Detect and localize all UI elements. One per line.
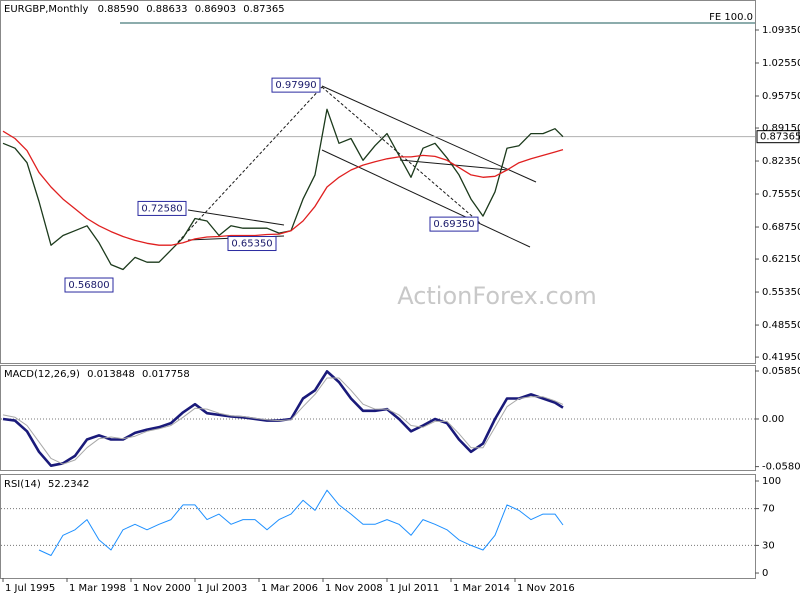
macd-value: 0.013848	[87, 369, 135, 380]
price-annotation-box	[227, 236, 277, 252]
rsi-value: 52.2342	[48, 479, 89, 490]
series-line	[38, 489, 564, 556]
current-price-label: 0.87365	[760, 132, 800, 143]
macd-pane	[0, 365, 756, 471]
fe-label: FE 100.0	[709, 12, 753, 23]
x-tick-label: 1 Mar 2006	[261, 583, 318, 594]
y-tick-label: 0.48550	[762, 320, 800, 331]
y-tick-label: 0.82350	[762, 156, 800, 167]
x-tick-label: 1 Nov 2016	[517, 583, 575, 594]
y-tick-label: 0.75550	[762, 189, 800, 200]
watermark: ActionForex.com	[397, 282, 597, 310]
series-line	[2, 130, 564, 246]
y-tick-label: 70	[762, 504, 775, 515]
x-tick-label: 1 Jul 2003	[197, 583, 247, 594]
triangle-upper	[187, 209, 285, 226]
y-tick-label: 0.89150	[762, 123, 800, 134]
price-annotation: 0.72580	[141, 203, 182, 214]
y-tick-label: 1.02550	[762, 58, 800, 69]
series-line	[2, 377, 564, 465]
price-annotation-box	[64, 277, 114, 293]
open: 0.88590	[98, 4, 139, 15]
price-annotation: 0.69350	[433, 219, 474, 230]
macd-header: MACD(12,26,9) 0.013848 0.017758	[4, 369, 190, 380]
y-tick-label: 1.09350	[762, 25, 800, 36]
high: 0.88633	[146, 4, 187, 15]
price-annotation-box	[429, 216, 479, 232]
close: 0.87365	[243, 4, 284, 15]
channel-upper	[321, 85, 537, 183]
y-tick-label: 30	[762, 540, 775, 551]
y-tick-label: 0.55350	[762, 287, 800, 298]
x-tick-label: 1 Mar 2014	[453, 583, 510, 594]
x-tick-label: 1 Jul 2011	[389, 583, 439, 594]
projection-up	[177, 86, 323, 243]
rsi-header: RSI(14) 52.2342	[4, 479, 89, 490]
y-tick-label: 100	[762, 476, 781, 487]
x-tick-label: 1 Mar 1998	[69, 583, 126, 594]
low: 0.86903	[195, 4, 236, 15]
y-tick-label: -0.058054	[762, 462, 800, 473]
y-tick-label: 0.62150	[762, 254, 800, 265]
y-tick-label: 0.95750	[762, 91, 800, 102]
signal-value: 0.017758	[142, 369, 190, 380]
y-tick-label: 0.00	[762, 414, 784, 425]
rsi-pane	[0, 474, 756, 579]
price-annotation: 0.97990	[275, 80, 316, 91]
symbol: EURGBP,Monthly	[4, 4, 89, 15]
y-tick-label: 0.058502	[762, 366, 800, 377]
channel-lower	[321, 149, 531, 248]
current-price-box	[756, 130, 800, 144]
y-tick-label: 0.41950	[762, 352, 800, 363]
y-tick-label: 0.68750	[762, 222, 800, 233]
price-pane	[0, 0, 756, 364]
x-tick-label: 1 Nov 2000	[133, 583, 191, 594]
price-annotation: 0.65350	[231, 239, 272, 250]
x-tick-label: 1 Nov 2008	[325, 583, 383, 594]
x-tick-label: 1 Jul 1995	[5, 583, 55, 594]
price-annotation-box	[271, 77, 321, 93]
price-annotation: 0.56800	[68, 280, 109, 291]
price-annotation-box	[137, 200, 187, 216]
y-tick-label: 0	[762, 568, 768, 579]
price-header: EURGBP,Monthly 0.88590 0.88633 0.86903 0…	[4, 4, 285, 15]
trend-lines	[177, 85, 537, 248]
macd-title: MACD(12,26,9)	[4, 369, 80, 380]
rsi-title: RSI(14)	[4, 479, 41, 490]
